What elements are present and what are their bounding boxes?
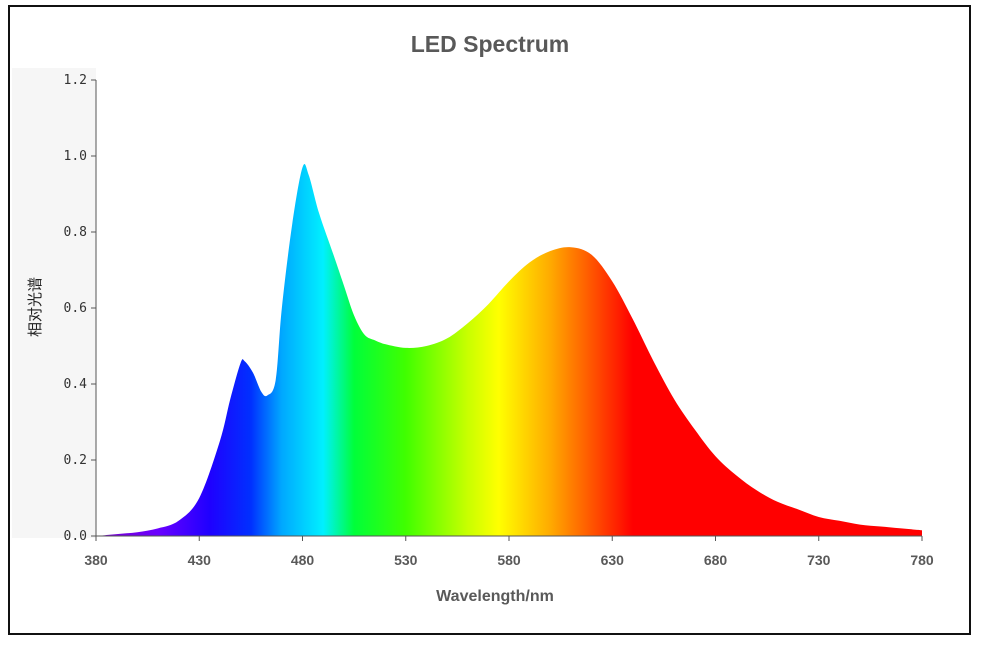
chart-title: LED Spectrum: [411, 31, 569, 57]
x-tick-label: 530: [394, 552, 418, 568]
y-axis-background: [12, 68, 96, 538]
y-tick-label: 0.4: [64, 377, 88, 392]
x-axis: 380 430 480 530 580 630 680 730 780: [84, 535, 934, 568]
x-tick-label: 730: [807, 552, 831, 568]
y-axis-label: 相对光谱: [26, 277, 44, 337]
x-tick-label: 430: [188, 552, 212, 568]
x-tick-label: 780: [910, 552, 934, 568]
y-tick-label: 0.6: [64, 301, 87, 316]
x-axis-label: Wavelength/nm: [436, 588, 554, 605]
y-tick-label: 0.2: [64, 453, 87, 468]
x-tick-label: 580: [497, 552, 521, 568]
y-tick-label: 0.8: [64, 225, 87, 240]
y-axis: 0.0 0.2 0.4 0.6 0.8 1.0 1.2: [64, 73, 97, 544]
plot-area: [12, 68, 922, 538]
spectrum-area: [96, 163, 922, 536]
y-tick-label: 1.0: [64, 149, 87, 164]
x-tick-label: 630: [601, 552, 625, 568]
y-tick-label: 0.0: [64, 529, 87, 544]
x-tick-label: 480: [291, 552, 315, 568]
x-tick-label: 380: [84, 552, 108, 568]
y-tick-label: 1.2: [64, 73, 87, 88]
x-tick-label: 680: [704, 552, 728, 568]
